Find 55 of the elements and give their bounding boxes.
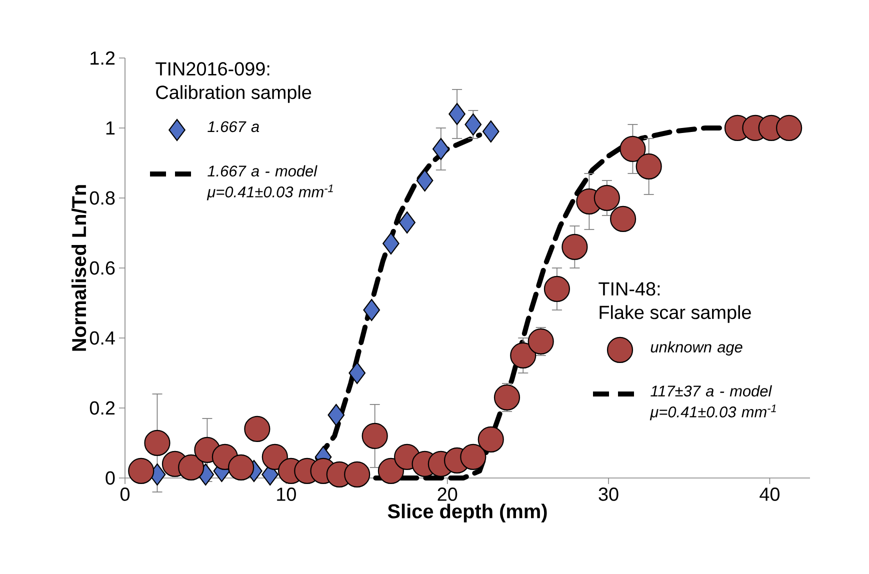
point	[344, 461, 370, 488]
point	[328, 404, 345, 426]
point	[348, 362, 366, 384]
point	[776, 114, 802, 142]
x-tick-label: 20	[438, 488, 458, 501]
point	[478, 426, 504, 453]
point	[528, 328, 554, 355]
point	[244, 416, 270, 442]
point	[482, 120, 500, 143]
point	[594, 184, 620, 212]
point	[228, 454, 254, 481]
annotation: TIN-48:	[598, 282, 660, 296]
y-tick-label: 1	[106, 121, 115, 134]
point	[178, 454, 204, 481]
point	[562, 234, 588, 260]
point	[212, 444, 238, 470]
annotation: Flake scar sample	[600, 305, 751, 323]
point	[620, 136, 646, 162]
point	[432, 138, 450, 160]
point	[464, 113, 482, 136]
legend-label: 1.667 a - model μ=0.41±0.03 mm$^{-1}$	[206, 165, 333, 200]
point	[610, 206, 636, 232]
point	[144, 430, 170, 456]
point	[362, 422, 388, 450]
point	[448, 102, 466, 126]
y-tick-label: 0.4	[90, 331, 115, 345]
x-tick-label: 0	[120, 488, 130, 501]
annotation: TIN2016-099:	[156, 62, 270, 76]
y-tick-label: 0.2	[90, 401, 115, 415]
point	[544, 276, 570, 302]
y-tick-label: 0	[106, 471, 115, 485]
point	[510, 342, 536, 369]
x-axis-title: Slice depth (mm)	[388, 504, 547, 522]
legend-label: unknown age	[650, 341, 742, 356]
point	[416, 169, 434, 192]
point	[363, 298, 380, 322]
x-tick-label: 10	[277, 488, 296, 501]
point	[398, 211, 416, 234]
point	[636, 153, 662, 180]
x-tick-label: 40	[760, 488, 780, 501]
annotation: Calibration sample	[156, 85, 312, 103]
point	[494, 384, 520, 411]
point	[262, 444, 288, 470]
point	[378, 458, 404, 484]
point	[460, 444, 486, 470]
point	[128, 458, 154, 484]
legend-label: 1.667 a	[208, 121, 260, 132]
y-tick-label: 1.2	[90, 51, 115, 65]
point	[382, 232, 400, 255]
point	[394, 444, 420, 470]
y-tick-label: 0.8	[90, 191, 115, 205]
x-tick-label: 30	[598, 488, 618, 501]
y-tick-label: 0.6	[90, 261, 115, 275]
legend-label: 117±37 a - model μ=0.41±0.03 mm$^{-1}$	[650, 385, 776, 420]
y-axis-title: Normalised Ln/Tn	[72, 185, 86, 351]
